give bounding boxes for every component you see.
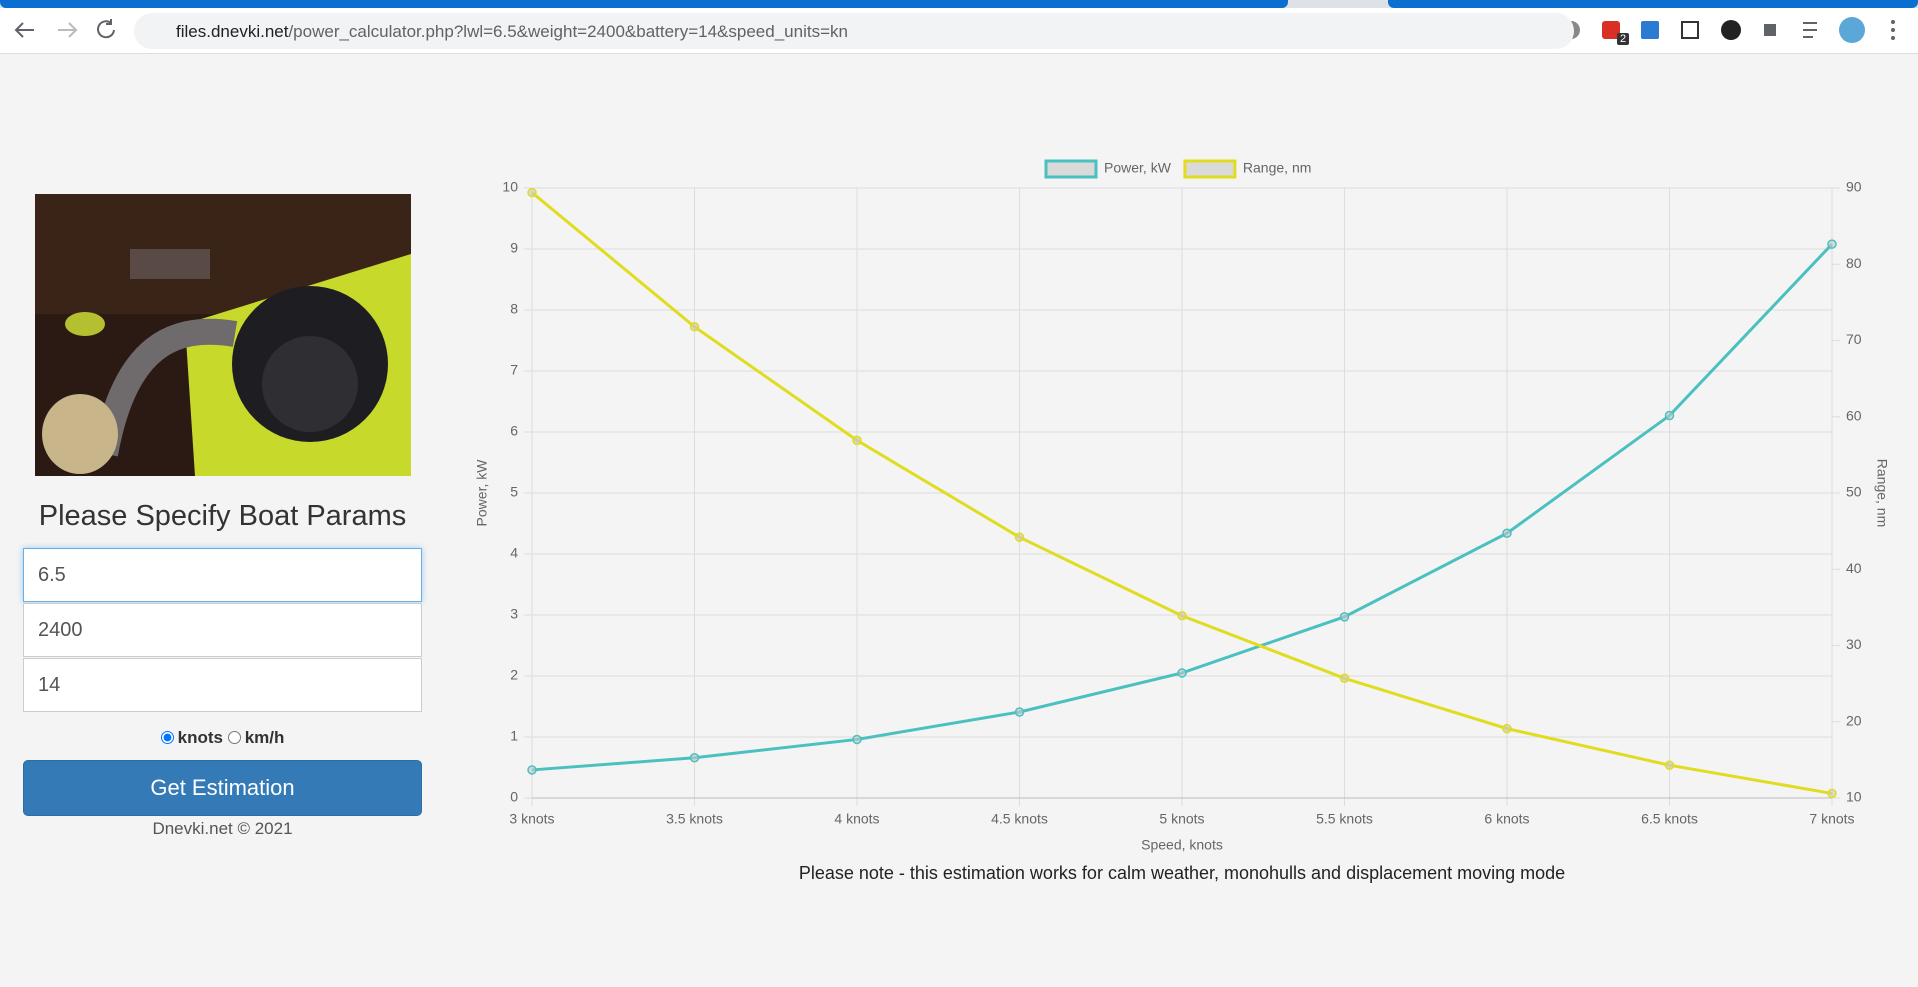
- tab[interactable]: [0, 0, 1288, 8]
- y-tick-label: 6: [510, 423, 518, 439]
- data-point: [1664, 760, 1675, 770]
- back-button[interactable]: [14, 22, 34, 38]
- data-point: [1014, 707, 1025, 717]
- data-point: [1502, 723, 1512, 734]
- note: Please note - this estimation works for …: [798, 863, 1566, 883]
- x-tick-label: 5.5 knots: [1316, 811, 1373, 827]
- y-tick-label: 3: [510, 606, 518, 622]
- y2-tick-label: 80: [1846, 255, 1862, 271]
- extension-badge: 2: [1617, 33, 1630, 45]
- y2-tick-label: 20: [1846, 712, 1862, 728]
- profile-avatar[interactable]: [1839, 17, 1865, 43]
- y-tick-label: 10: [502, 179, 518, 195]
- legend-label: Range, nm: [1243, 160, 1311, 176]
- data-point: [852, 435, 862, 446]
- media-button[interactable]: [1803, 22, 1817, 38]
- y-tick-label: 9: [510, 240, 518, 256]
- data-point: [527, 187, 537, 198]
- extension-icon[interactable]: [1602, 21, 1620, 39]
- footer: Dnevki.net © 2021: [152, 819, 293, 838]
- x-tick-label: 5 knots: [1159, 811, 1204, 827]
- url-host: files.dnevki.net: [176, 22, 289, 41]
- legend-swatch: [1044, 159, 1098, 179]
- battery-input[interactable]: 14: [23, 658, 422, 712]
- y2-tick-label: 90: [1846, 179, 1862, 195]
- lwl-input[interactable]: 6.5: [23, 548, 422, 602]
- radio-label: km/h: [244, 728, 285, 747]
- data-point: [1664, 410, 1675, 421]
- data-point: [1827, 788, 1837, 799]
- data-point: [1339, 612, 1350, 622]
- data-point: [689, 322, 700, 332]
- y2-tick-label: 60: [1846, 407, 1862, 423]
- x-axis-title: Speed, knots: [1141, 837, 1223, 853]
- boat-photo: [35, 194, 411, 476]
- form-title: Please Specify Boat Params: [38, 500, 407, 532]
- y-tick-label: 1: [510, 728, 518, 744]
- x-tick-label: 4.5 knots: [991, 811, 1048, 827]
- data-point: [689, 752, 700, 763]
- x-tick-label: 7 knots: [1809, 811, 1854, 827]
- extension-icon[interactable]: [1681, 21, 1699, 39]
- toolbar: 2 files.dnevki.net/power_calculator.php?…: [0, 8, 1918, 54]
- x-tick-label: 3.5 knots: [666, 811, 723, 827]
- y2-tick-label: 40: [1846, 560, 1862, 576]
- data-point: [1177, 668, 1187, 678]
- reload-button[interactable]: [97, 19, 115, 39]
- x-tick-label: 4 knots: [834, 811, 879, 827]
- y-tick-label: 0: [510, 789, 518, 805]
- radio-label: knots: [177, 728, 223, 747]
- x-tick-label: 6 knots: [1484, 811, 1529, 827]
- knots-radio[interactable]: [160, 731, 174, 744]
- y2-tick-label: 70: [1846, 331, 1862, 347]
- y2-tick-label: 30: [1846, 636, 1862, 652]
- x-tick-label: 6.5 knots: [1641, 811, 1698, 827]
- y-tick-label: 7: [510, 362, 518, 378]
- forward-button[interactable]: [58, 22, 78, 38]
- units-selector: knots km/h: [0, 728, 445, 748]
- url-path: /power_calculator.php?lwl=6.5&weight=240…: [288, 22, 848, 41]
- y-tick-label: 4: [510, 545, 518, 561]
- data-point: [852, 734, 862, 745]
- weight-input[interactable]: 2400: [23, 603, 422, 657]
- y2-tick-label: 50: [1846, 484, 1862, 500]
- y-tick-label: 5: [510, 484, 518, 500]
- legend-swatch: [1183, 159, 1237, 179]
- submit-button[interactable]: Get Estimation: [23, 760, 422, 816]
- url: files.dnevki.net/power_calculator.php?lw…: [176, 22, 848, 42]
- y-tick-label: 8: [510, 301, 518, 317]
- legend-label: Power, kW: [1104, 160, 1172, 176]
- data-point: [1014, 532, 1025, 542]
- extension-icon[interactable]: [1641, 21, 1659, 39]
- x-tick-label: 3 knots: [509, 811, 554, 827]
- y-tick-label: 2: [510, 667, 518, 683]
- data-point: [1502, 528, 1512, 539]
- tab[interactable]: [1388, 0, 1918, 8]
- extensions-button[interactable]: [1764, 24, 1776, 36]
- y-axis-title: Power, kW: [474, 459, 490, 527]
- data-point: [1177, 611, 1187, 621]
- kmh-radio[interactable]: [227, 731, 241, 744]
- data-point: [527, 765, 537, 775]
- extension-icon[interactable]: [1721, 20, 1741, 40]
- y2-tick-label: 10: [1846, 789, 1862, 805]
- y2-axis-title: Range, nm: [1874, 459, 1890, 527]
- data-point: [1339, 673, 1350, 684]
- address-bar[interactable]: files.dnevki.net/power_calculator.php?lw…: [134, 13, 1574, 49]
- data-point: [1827, 239, 1837, 249]
